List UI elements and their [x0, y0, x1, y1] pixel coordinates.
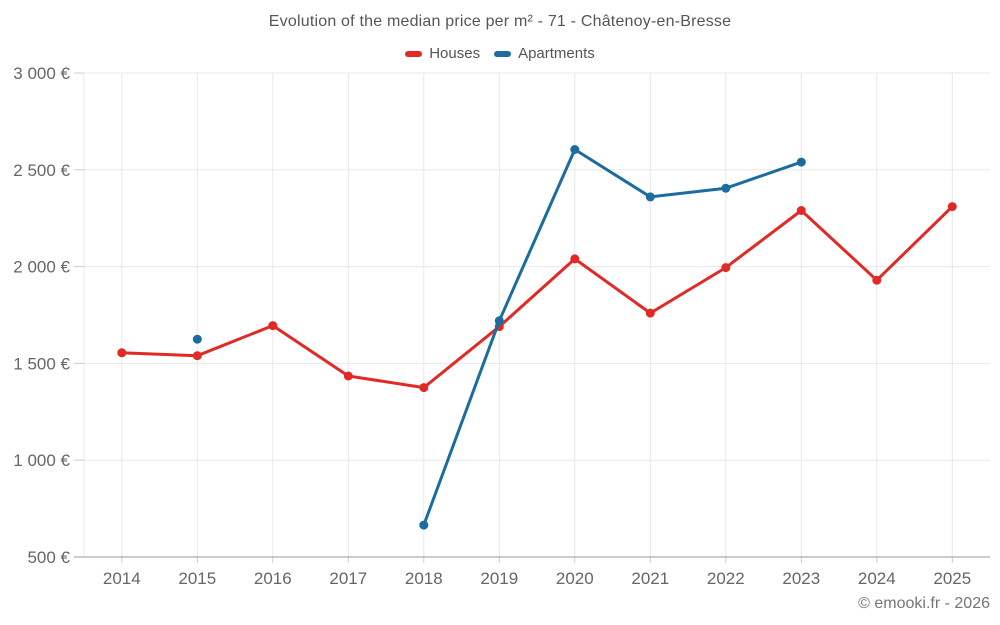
chart-title: Evolution of the median price per m² - 7… [268, 13, 732, 30]
apartments-point-2021[interactable] [645, 192, 655, 202]
x-axis-label: 2022 [707, 569, 745, 588]
x-axis-label: 2019 [480, 569, 518, 588]
legend-item-apartments[interactable]: Apartments [494, 45, 595, 62]
copyright-notice: © emooki.fr - 2026 [858, 595, 990, 612]
houses-point-2016[interactable] [268, 321, 278, 331]
houses-point-2014[interactable] [117, 348, 127, 358]
y-axis-label: 1 000 € [13, 451, 70, 470]
houses-point-2020[interactable] [570, 254, 580, 264]
houses-point-2023[interactable] [796, 206, 806, 215]
y-axis-label: 3 000 € [13, 64, 70, 83]
houses-legend-swatch-icon [405, 50, 423, 57]
houses-point-2015[interactable] [192, 351, 202, 361]
y-axis-label: 2 000 € [13, 258, 70, 277]
x-axis-label: 2015 [178, 569, 216, 588]
apartments-point-2020[interactable] [570, 145, 580, 154]
y-axis-label: 2 500 € [13, 161, 70, 180]
apartments-legend-label: Apartments [518, 45, 595, 62]
houses-series-line[interactable] [120, 205, 954, 390]
apartments-point-2019[interactable] [494, 316, 504, 326]
x-axis-label: 2018 [405, 569, 443, 588]
houses-point-2021[interactable] [645, 308, 655, 318]
x-axis-label: 2020 [556, 569, 594, 588]
houses-legend-label: Houses [429, 45, 481, 62]
x-axis-label: 2016 [254, 569, 292, 588]
legend-item-houses[interactable]: Houses [405, 45, 480, 62]
apartments-point-2022[interactable] [721, 183, 731, 193]
apartments-legend-swatch-icon [494, 50, 512, 57]
y-axis-label: 500 € [27, 548, 70, 567]
x-axis-label: 2023 [782, 569, 820, 588]
houses-point-2022[interactable] [721, 263, 731, 273]
y-axis-label: 1 500 € [13, 354, 70, 373]
x-axis-label: 2014 [103, 569, 141, 588]
apartments-point-2015[interactable] [192, 334, 202, 344]
houses-point-2018[interactable] [419, 383, 429, 393]
apartments-series-line[interactable] [422, 148, 803, 527]
apartments-point-2023[interactable] [796, 157, 806, 167]
apartments-point-2018[interactable] [419, 520, 429, 530]
x-axis-label: 2017 [329, 569, 367, 588]
x-axis-label: 2021 [631, 569, 669, 588]
x-axis-label: 2025 [933, 569, 971, 588]
legend: Houses Apartments [0, 45, 1000, 62]
x-axis-label: 2024 [858, 569, 896, 588]
houses-point-2024[interactable] [872, 275, 882, 285]
houses-point-2017[interactable] [343, 371, 353, 381]
houses-point-2025[interactable] [947, 202, 957, 212]
